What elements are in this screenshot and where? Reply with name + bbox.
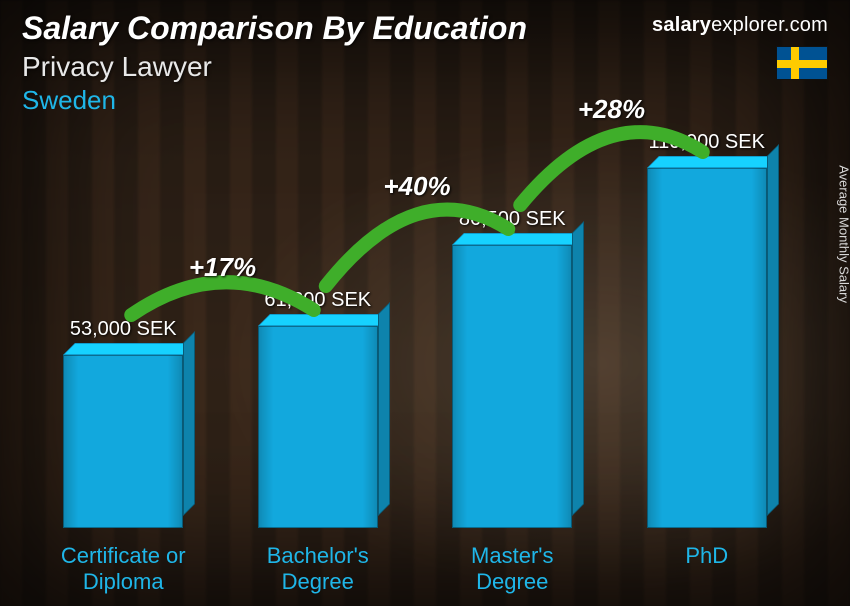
country-name: Sweden bbox=[22, 85, 828, 116]
bar-column: 61,800 SEK bbox=[235, 326, 402, 528]
bar-value-label: 61,800 SEK bbox=[264, 289, 371, 312]
bar-column: 86,500 SEK bbox=[429, 245, 596, 528]
bar-value-label: 110,000 SEK bbox=[649, 131, 765, 154]
bar-column: 110,000 SEK bbox=[624, 168, 791, 528]
job-title: Privacy Lawyer bbox=[22, 51, 828, 83]
brand-rest: explorer.com bbox=[711, 14, 828, 36]
bar bbox=[452, 245, 572, 528]
bar bbox=[647, 168, 767, 528]
bar-chart: 53,000 SEK61,800 SEK86,500 SEK110,000 SE… bbox=[40, 128, 790, 528]
y-axis-label: Average Monthly Salary bbox=[837, 165, 850, 303]
category-label: PhD bbox=[624, 543, 791, 594]
brand-logo: salaryexplorer.com bbox=[652, 14, 828, 37]
bar-value-label: 86,500 SEK bbox=[459, 208, 566, 231]
category-label: Certificate orDiploma bbox=[40, 543, 207, 594]
sweden-flag-icon bbox=[776, 46, 828, 80]
bar bbox=[63, 355, 183, 528]
bar bbox=[258, 326, 378, 528]
bar-value-label: 53,000 SEK bbox=[70, 318, 177, 341]
category-label: Bachelor'sDegree bbox=[235, 543, 402, 594]
brand-bold: salary bbox=[652, 14, 711, 36]
bar-column: 53,000 SEK bbox=[40, 355, 207, 528]
category-labels: Certificate orDiploma Bachelor'sDegree Mas… bbox=[40, 543, 790, 594]
category-label: Master'sDegree bbox=[429, 543, 596, 594]
